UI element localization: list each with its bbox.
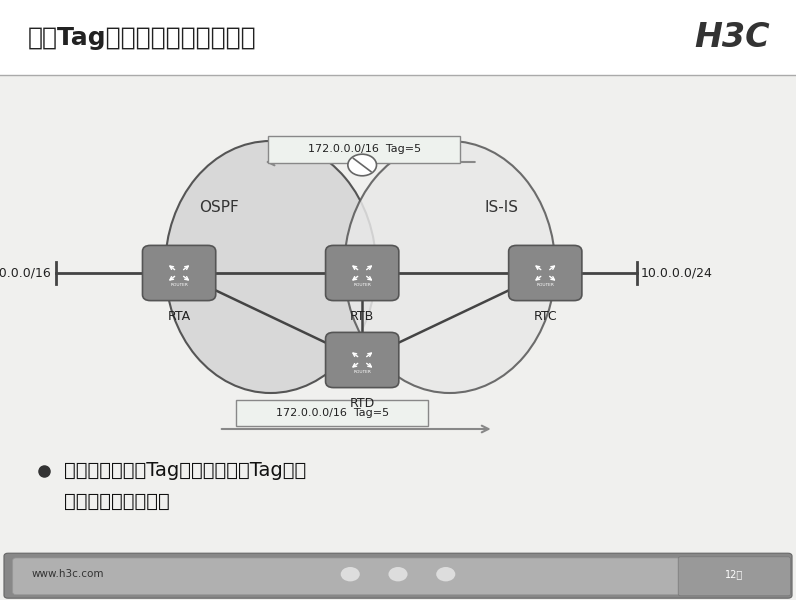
- FancyBboxPatch shape: [0, 0, 796, 75]
- FancyBboxPatch shape: [509, 245, 582, 301]
- Text: IS-IS: IS-IS: [485, 199, 518, 214]
- FancyBboxPatch shape: [326, 332, 399, 388]
- Text: RTA: RTA: [167, 310, 191, 323]
- FancyBboxPatch shape: [268, 136, 460, 163]
- Text: 172.0.0.0/16  Tag=5: 172.0.0.0/16 Tag=5: [275, 408, 389, 418]
- Text: H3C: H3C: [694, 21, 771, 54]
- FancyBboxPatch shape: [678, 557, 790, 596]
- Text: RTB: RTB: [350, 310, 374, 323]
- Text: www.h3c.com: www.h3c.com: [32, 569, 104, 579]
- Text: 引入路由时加上Tag标记値，根据Tag标记: 引入路由时加上Tag标记値，根据Tag标记: [64, 461, 306, 481]
- Text: 使用Tag来进行选择性路由引入: 使用Tag来进行选择性路由引入: [28, 26, 256, 50]
- FancyBboxPatch shape: [4, 553, 792, 598]
- FancyBboxPatch shape: [13, 558, 783, 595]
- FancyBboxPatch shape: [142, 245, 216, 301]
- Text: 12页: 12页: [725, 569, 743, 579]
- Circle shape: [436, 567, 455, 581]
- FancyBboxPatch shape: [326, 245, 399, 301]
- FancyBboxPatch shape: [236, 400, 428, 426]
- Text: ROUTER: ROUTER: [170, 283, 188, 287]
- Text: RTC: RTC: [533, 310, 557, 323]
- Text: 値来选择引出的路由: 値来选择引出的路由: [64, 491, 170, 511]
- Ellipse shape: [166, 141, 377, 393]
- Text: ROUTER: ROUTER: [353, 370, 371, 374]
- Text: OSPF: OSPF: [199, 199, 239, 214]
- Text: ROUTER: ROUTER: [353, 283, 371, 287]
- Text: ROUTER: ROUTER: [537, 283, 554, 287]
- Text: RTD: RTD: [349, 397, 375, 410]
- Text: 172.0.0.0/16: 172.0.0.0/16: [0, 266, 52, 280]
- Text: 172.0.0.0/16  Tag=5: 172.0.0.0/16 Tag=5: [307, 145, 421, 154]
- Circle shape: [348, 154, 377, 176]
- Circle shape: [388, 567, 408, 581]
- Ellipse shape: [344, 141, 556, 393]
- Circle shape: [341, 567, 360, 581]
- Text: 10.0.0.0/24: 10.0.0.0/24: [641, 266, 712, 280]
